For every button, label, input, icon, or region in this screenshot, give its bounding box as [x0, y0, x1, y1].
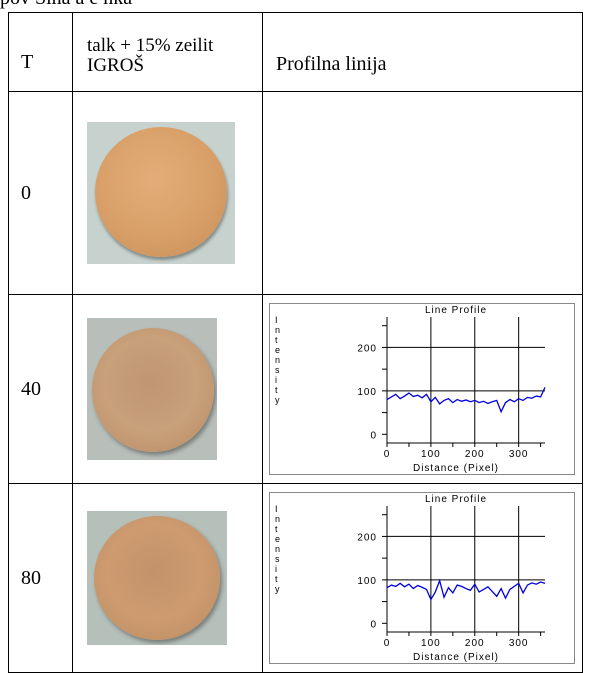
header-row: T talk + 15% zeilit IGROŠ Profilna linij…	[8, 12, 583, 92]
t-value: 80	[8, 483, 73, 673]
sample-image-cell	[72, 91, 263, 295]
sample-disc	[95, 127, 227, 257]
x-tick-label: 200	[465, 449, 485, 460]
x-tick-label: 100	[421, 449, 441, 460]
y-tick-label: 0	[370, 430, 377, 441]
header-sample-line2: IGROŠ	[87, 55, 145, 76]
x-tick-label: 0	[384, 638, 391, 649]
profile-cell: Line Profile 0 100 200 300 0 100 200 Distance (P…	[262, 294, 583, 484]
x-axis-label: Distance (Pixel)	[413, 652, 499, 663]
header-profile: Profilna linija	[262, 12, 583, 92]
t-value: 40	[8, 294, 73, 484]
header-sample: talk + 15% zeilit IGROŠ	[72, 12, 263, 92]
sample-image-cell	[72, 294, 263, 484]
header-sample-line1: talk + 15% zeilit	[87, 35, 214, 56]
x-tick-label: 100	[421, 638, 441, 649]
y-tick-label: 100	[357, 576, 377, 587]
profile-series-line	[386, 578, 546, 601]
chart-title: Line Profile	[425, 494, 487, 505]
chart-frame	[269, 492, 575, 664]
profile-empty-cell	[262, 91, 583, 295]
sample-image-cell	[72, 483, 263, 673]
top-text-fragment: pov Sina a e nka	[0, 0, 132, 10]
table-row: 40 Line Profile 0 100 200 300 0 100 200 Distance…	[8, 294, 583, 484]
x-tick-label: 200	[465, 638, 485, 649]
x-tick-label: 300	[509, 638, 529, 649]
x-tick-label: 0	[384, 449, 391, 460]
x-axis-label: Distance (Pixel)	[413, 463, 499, 474]
t-value: 0	[8, 91, 73, 295]
table-row: 0	[8, 91, 583, 295]
sample-disc	[94, 516, 220, 640]
chart-title: Line Profile	[425, 305, 487, 316]
profile-series-line	[386, 387, 546, 414]
line-profile-chart-80: Line Profile 0 100 200 300 0 100 200 Distance (P…	[269, 492, 575, 664]
chart-frame	[269, 303, 575, 475]
profile-cell: Line Profile 0 100 200 300 0 100 200 Distance (P…	[262, 483, 583, 673]
sample-image	[87, 122, 235, 264]
x-tick-label: 300	[509, 449, 529, 460]
y-tick-label: 100	[357, 387, 377, 398]
header-t: T	[8, 12, 73, 92]
sample-image	[87, 318, 217, 460]
y-tick-label: 0	[370, 619, 377, 630]
line-profile-chart-40: Line Profile 0 100 200 300 0 100 200 Distance (P…	[269, 303, 575, 475]
table-row: 80 Line Profile 0 100 200 300 0 100 200 Distance…	[8, 483, 583, 673]
sample-image	[87, 511, 227, 645]
y-tick-label: 200	[357, 343, 377, 354]
y-tick-label: 200	[357, 532, 377, 543]
sample-disc	[92, 328, 214, 452]
sample-results-table: T talk + 15% zeilit IGROŠ Profilna linij…	[8, 12, 583, 673]
